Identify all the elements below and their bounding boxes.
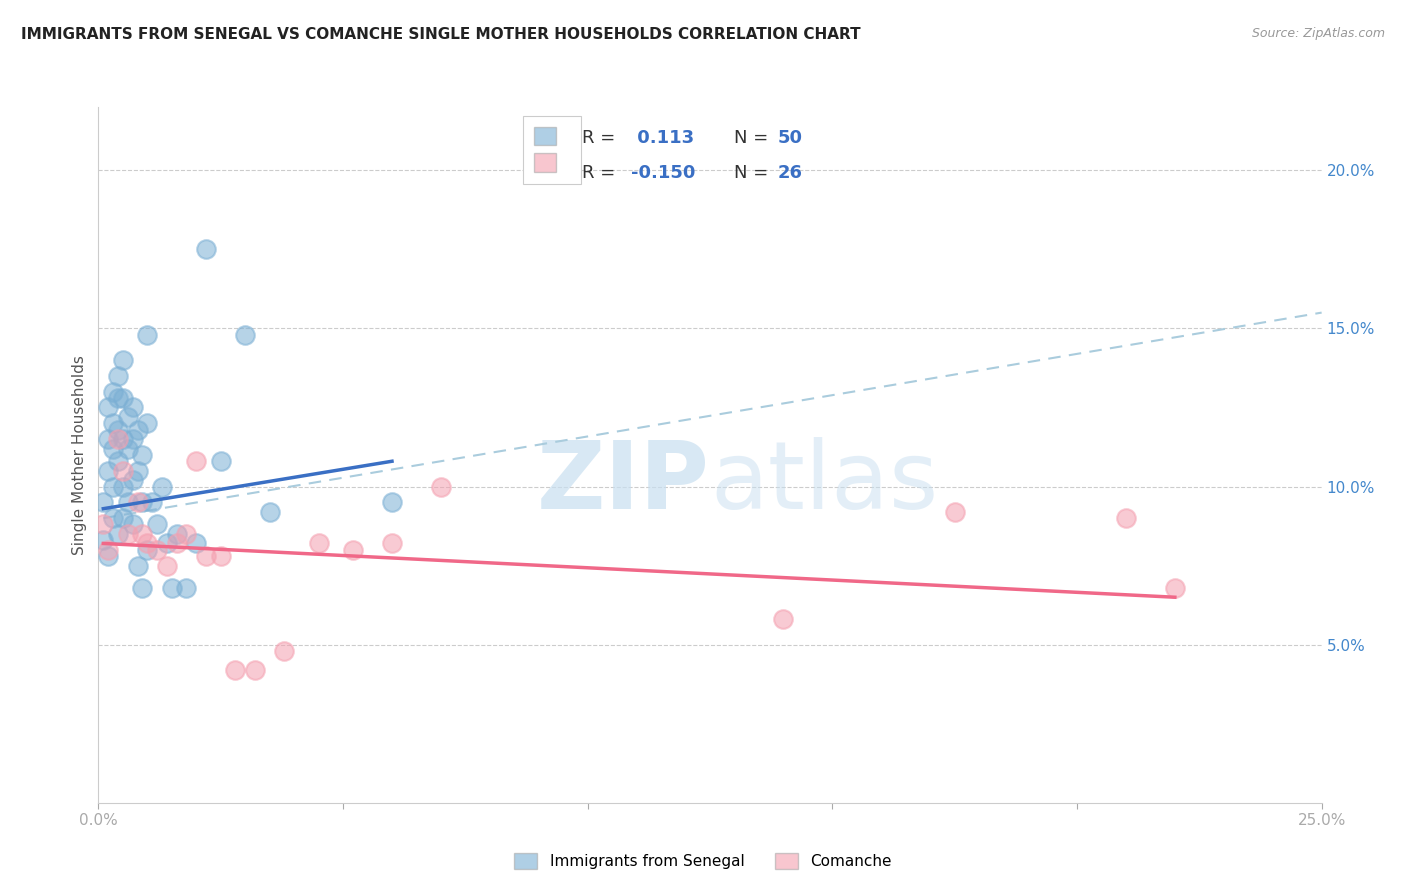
- Point: [117, 495, 139, 509]
- Point: [131, 581, 153, 595]
- Point: [91, 533, 114, 548]
- Point: [117, 527, 139, 541]
- Text: R =: R =: [582, 164, 620, 182]
- Point: [136, 327, 159, 342]
- Point: [111, 479, 134, 493]
- Point: [224, 663, 246, 677]
- Point: [176, 527, 198, 541]
- Point: [97, 542, 120, 557]
- Point: [127, 423, 149, 437]
- Point: [772, 612, 794, 626]
- Text: 26: 26: [778, 164, 803, 182]
- Point: [308, 536, 330, 550]
- Text: N =: N =: [734, 164, 775, 182]
- Point: [111, 511, 134, 525]
- Point: [91, 495, 114, 509]
- Point: [107, 391, 129, 405]
- Point: [121, 432, 143, 446]
- Point: [943, 505, 966, 519]
- Point: [107, 527, 129, 541]
- Point: [136, 542, 159, 557]
- Point: [91, 517, 114, 532]
- Point: [186, 454, 208, 468]
- Legend: Immigrants from Senegal, Comanche: Immigrants from Senegal, Comanche: [509, 847, 897, 875]
- Point: [117, 409, 139, 424]
- Point: [101, 417, 124, 431]
- Point: [107, 454, 129, 468]
- Point: [117, 442, 139, 456]
- Point: [166, 536, 188, 550]
- Point: [146, 542, 169, 557]
- Point: [97, 549, 120, 563]
- Point: [101, 479, 124, 493]
- Point: [233, 327, 256, 342]
- Point: [136, 417, 159, 431]
- Point: [101, 384, 124, 399]
- Point: [97, 432, 120, 446]
- Text: 50: 50: [778, 129, 803, 147]
- Point: [131, 448, 153, 462]
- Point: [430, 479, 453, 493]
- Point: [273, 644, 295, 658]
- Text: IMMIGRANTS FROM SENEGAL VS COMANCHE SINGLE MOTHER HOUSEHOLDS CORRELATION CHART: IMMIGRANTS FROM SENEGAL VS COMANCHE SING…: [21, 27, 860, 42]
- Point: [107, 432, 129, 446]
- Point: [136, 536, 159, 550]
- Point: [107, 423, 129, 437]
- Point: [146, 517, 169, 532]
- Text: Source: ZipAtlas.com: Source: ZipAtlas.com: [1251, 27, 1385, 40]
- Point: [121, 473, 143, 487]
- Point: [101, 442, 124, 456]
- Point: [381, 495, 404, 509]
- Point: [97, 464, 120, 478]
- Text: N =: N =: [734, 129, 775, 147]
- Point: [195, 243, 218, 257]
- Text: 0.113: 0.113: [630, 129, 693, 147]
- Text: -0.150: -0.150: [630, 164, 695, 182]
- Point: [97, 401, 120, 415]
- Text: ZIP: ZIP: [537, 437, 710, 529]
- Point: [111, 391, 134, 405]
- Point: [1164, 581, 1187, 595]
- Text: R =: R =: [582, 129, 620, 147]
- Point: [186, 536, 208, 550]
- Text: atlas: atlas: [710, 437, 938, 529]
- Point: [111, 353, 134, 368]
- Point: [107, 368, 129, 383]
- Point: [121, 401, 143, 415]
- Point: [156, 536, 179, 550]
- Point: [150, 479, 173, 493]
- Point: [209, 549, 232, 563]
- Point: [160, 581, 183, 595]
- Point: [381, 536, 404, 550]
- Legend: , : ,: [523, 116, 581, 184]
- Point: [1115, 511, 1137, 525]
- Point: [195, 549, 218, 563]
- Point: [209, 454, 232, 468]
- Point: [131, 527, 153, 541]
- Point: [121, 517, 143, 532]
- Point: [176, 581, 198, 595]
- Point: [127, 495, 149, 509]
- Point: [131, 495, 153, 509]
- Point: [166, 527, 188, 541]
- Point: [156, 558, 179, 573]
- Point: [259, 505, 281, 519]
- Point: [141, 495, 163, 509]
- Point: [127, 558, 149, 573]
- Point: [243, 663, 266, 677]
- Point: [111, 432, 134, 446]
- Y-axis label: Single Mother Households: Single Mother Households: [72, 355, 87, 555]
- Point: [111, 464, 134, 478]
- Point: [101, 511, 124, 525]
- Point: [342, 542, 364, 557]
- Point: [127, 464, 149, 478]
